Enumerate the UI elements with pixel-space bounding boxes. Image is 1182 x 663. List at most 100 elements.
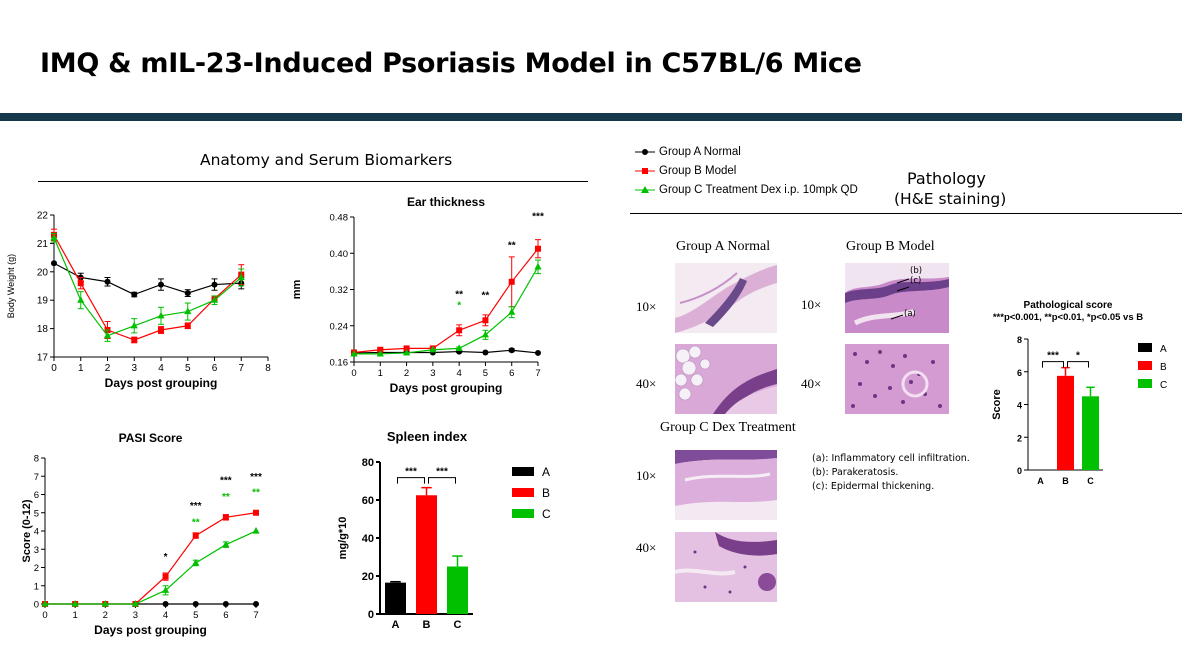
x-tick-label: 7 xyxy=(253,610,258,621)
data-point-C xyxy=(71,600,79,607)
y-tick-label: 22 xyxy=(37,211,49,222)
significance-label: *** xyxy=(1047,351,1059,362)
legend-label-C: C xyxy=(1160,380,1167,391)
left-section-title: Anatomy and Serum Biomarkers xyxy=(200,151,453,169)
series-line-C xyxy=(45,530,257,605)
y-tick-label: 20 xyxy=(362,571,374,583)
y-tick-label: 21 xyxy=(37,239,49,250)
y-tick-label: 40 xyxy=(362,533,374,545)
data-point-A xyxy=(192,601,199,607)
note-parakeratosis: (b): Parakeratosis. xyxy=(812,467,899,478)
header-divider-bar xyxy=(0,113,1182,121)
legend-swatch-B xyxy=(512,488,534,497)
y-tick-label: 0 xyxy=(368,609,374,621)
data-point-B xyxy=(508,278,515,285)
significance-label: * xyxy=(457,301,461,312)
y-tick-label: 1 xyxy=(34,581,39,592)
y-tick-label: 5 xyxy=(34,508,39,519)
y-tick-label: 8 xyxy=(34,454,39,465)
significance-label: *** xyxy=(220,476,232,487)
data-point-B xyxy=(535,245,541,252)
x-tick-label: 5 xyxy=(185,363,191,374)
body-weight-chart: 17 18 19 20 21 22 0 1 2 3 4 5 6 7 8 Days post grouping B… xyxy=(6,211,271,391)
legend-marker-square-icon xyxy=(635,168,655,174)
data-point-A xyxy=(253,601,259,607)
legend-label-C: C xyxy=(542,507,551,521)
note-epidermal: (c): Epidermal thickening. xyxy=(812,481,935,492)
y-tick-label: 19 xyxy=(37,296,49,307)
y-axis-label: mg/g*10 xyxy=(337,517,349,560)
right-section-subtitle: (H&E staining) xyxy=(894,190,1007,208)
data-point-C xyxy=(41,600,49,607)
data-point-B xyxy=(77,280,84,287)
right-section-title: Pathology xyxy=(907,169,986,188)
y-tick-label: 2 xyxy=(34,563,39,574)
significance-bracket xyxy=(1042,361,1064,368)
x-tick-label: B xyxy=(423,619,431,631)
significance-label: *** xyxy=(405,467,417,478)
data-point-A xyxy=(184,290,191,297)
data-point-C xyxy=(130,321,138,329)
significance-label: *** xyxy=(250,472,262,483)
significance-label: *** xyxy=(532,211,544,222)
legend-item-group-a: Group A Normal xyxy=(635,146,741,158)
data-point-A xyxy=(482,349,489,356)
x-tick-label: 7 xyxy=(535,368,540,379)
y-tick-label: 0.16 xyxy=(330,358,349,369)
y-tick-label: 0.40 xyxy=(330,249,349,260)
data-point-C xyxy=(534,262,542,270)
x-tick-label: C xyxy=(1087,476,1094,486)
histology-image-a-40x xyxy=(675,344,777,414)
significance-label: *** xyxy=(190,501,202,512)
significance-label: ** xyxy=(192,518,200,529)
data-point-C xyxy=(192,558,200,566)
histology-image-c-10x xyxy=(675,450,777,520)
y-tick-label: 3 xyxy=(34,545,39,556)
chart-title: PASI Score xyxy=(119,431,183,445)
x-tick-label: 2 xyxy=(103,610,108,621)
significance-label: ** xyxy=(482,291,490,302)
y-axis-label: Score xyxy=(991,389,1003,420)
data-point-B xyxy=(162,573,169,580)
data-point-A xyxy=(51,260,57,267)
legend-label-A: A xyxy=(1160,344,1167,355)
data-point-B xyxy=(131,336,138,343)
chart-subtitle: ***p<0.001, **p<0.01, *p<0.05 vs B xyxy=(993,312,1143,323)
significance-label: ** xyxy=(252,487,260,498)
data-point-C xyxy=(252,527,260,534)
data-point-C xyxy=(350,349,358,357)
data-point-C xyxy=(50,233,58,241)
significance-label: ** xyxy=(508,241,516,252)
chart-title: Spleen index xyxy=(387,429,468,444)
y-tick-label: 80 xyxy=(362,457,374,469)
legend-swatch-A xyxy=(1138,343,1152,352)
x-tick-label: 6 xyxy=(223,610,228,621)
data-point-A xyxy=(508,347,515,354)
significance-bracket xyxy=(1067,361,1089,368)
y-tick-label: 4 xyxy=(34,527,39,538)
x-tick-label: 1 xyxy=(378,368,383,379)
x-tick-label: 0 xyxy=(51,363,57,374)
data-point-A xyxy=(222,601,229,607)
mag-label-c-10x: 10× xyxy=(636,468,657,483)
y-tick-label: 0.32 xyxy=(330,285,349,296)
histology-image-b-40x xyxy=(845,344,949,414)
data-point-A xyxy=(535,349,541,356)
legend-swatch-A xyxy=(512,467,534,476)
data-point-C xyxy=(184,307,192,315)
bar-C xyxy=(1082,396,1099,470)
legend-label-group-c: Group C Treatment Dex i.p. 10mpk QD xyxy=(659,184,858,196)
significance-label: ** xyxy=(222,492,230,503)
x-tick-label: 8 xyxy=(265,363,271,374)
data-point-C xyxy=(157,311,165,319)
y-tick-label: 18 xyxy=(37,324,49,335)
y-tick-label: 0 xyxy=(1017,466,1022,476)
x-tick-label: 0 xyxy=(351,368,356,379)
significance-bracket xyxy=(397,477,425,484)
page-title: IMQ & mIL-23-Induced Psoriasis Model in … xyxy=(40,48,862,79)
y-axis-label: Score (0-12) xyxy=(21,499,33,562)
y-tick-label: 8 xyxy=(1017,335,1022,345)
series-line-B xyxy=(353,248,539,354)
mag-label-a-10x: 10× xyxy=(636,299,657,314)
